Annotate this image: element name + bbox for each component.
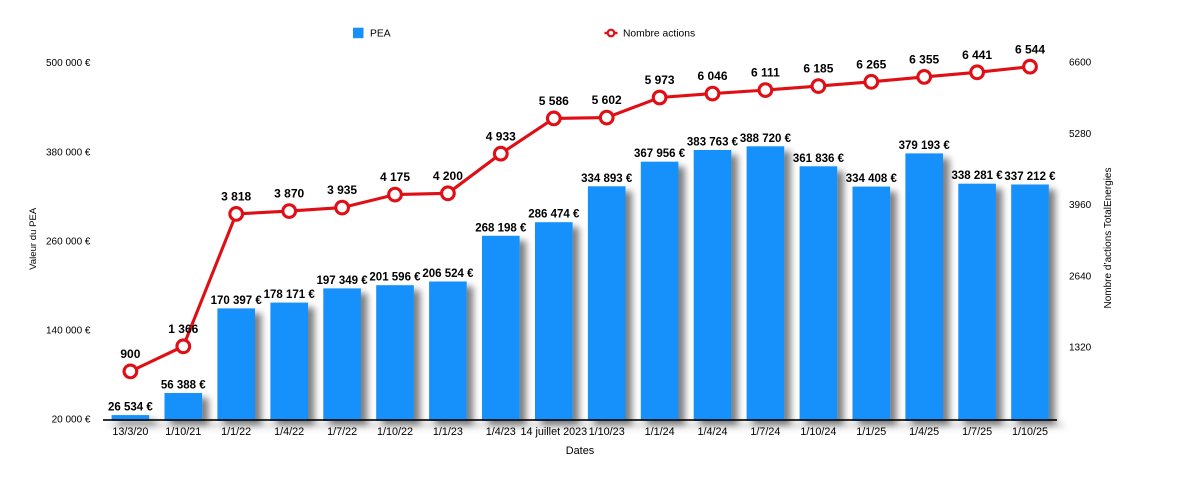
svg-text:1/7/24: 1/7/24 xyxy=(750,426,780,438)
svg-text:3 870: 3 870 xyxy=(274,187,304,201)
svg-text:3960: 3960 xyxy=(1069,200,1092,211)
svg-text:6 111: 6 111 xyxy=(751,66,780,80)
svg-text:337 212 €: 337 212 € xyxy=(1004,171,1056,183)
svg-text:206 524 €: 206 524 € xyxy=(422,268,474,280)
svg-text:1/7/25: 1/7/25 xyxy=(962,426,992,438)
svg-text:383 763 €: 383 763 € xyxy=(687,137,739,149)
svg-text:PEA: PEA xyxy=(370,29,391,40)
svg-text:178 171 €: 178 171 € xyxy=(264,289,316,301)
svg-text:1/10/25: 1/10/25 xyxy=(1012,426,1048,438)
svg-text:26 534 €: 26 534 € xyxy=(108,402,153,414)
svg-text:1320: 1320 xyxy=(1069,343,1092,354)
svg-text:334 893 €: 334 893 € xyxy=(581,173,633,185)
svg-text:500 000 €: 500 000 € xyxy=(46,58,91,69)
svg-text:268 198 €: 268 198 € xyxy=(475,222,527,234)
svg-text:6600: 6600 xyxy=(1069,58,1092,69)
svg-text:388 720 €: 388 720 € xyxy=(740,133,792,145)
svg-text:3 935: 3 935 xyxy=(327,183,357,197)
svg-text:1/1/25: 1/1/25 xyxy=(856,426,886,438)
svg-text:1/4/22: 1/4/22 xyxy=(274,426,304,438)
svg-text:5280: 5280 xyxy=(1069,129,1092,140)
svg-text:361 836 €: 361 836 € xyxy=(793,153,845,165)
svg-text:4 933: 4 933 xyxy=(486,129,516,143)
svg-text:170 397 €: 170 397 € xyxy=(211,295,263,307)
svg-text:1/10/22: 1/10/22 xyxy=(377,426,413,438)
svg-text:20 000 €: 20 000 € xyxy=(52,415,91,426)
svg-text:56 388 €: 56 388 € xyxy=(161,380,206,392)
svg-text:6 441: 6 441 xyxy=(962,48,992,62)
svg-text:1/4/23: 1/4/23 xyxy=(486,426,516,438)
svg-text:4 200: 4 200 xyxy=(433,169,463,183)
svg-text:6 355: 6 355 xyxy=(909,53,939,67)
svg-text:1 366: 1 366 xyxy=(168,322,198,336)
svg-text:6 265: 6 265 xyxy=(856,57,886,71)
svg-text:5 586: 5 586 xyxy=(539,94,569,108)
svg-text:Nombre actions: Nombre actions xyxy=(623,29,695,40)
svg-text:14 juillet 2023: 14 juillet 2023 xyxy=(520,426,587,438)
svg-text:201 596 €: 201 596 € xyxy=(369,272,421,284)
svg-text:Dates: Dates xyxy=(566,445,595,457)
svg-text:4 175: 4 175 xyxy=(380,170,410,184)
svg-text:2640: 2640 xyxy=(1069,272,1092,283)
svg-text:379 193 €: 379 193 € xyxy=(899,140,951,152)
svg-text:900: 900 xyxy=(120,347,140,361)
svg-text:260 000 €: 260 000 € xyxy=(46,236,91,247)
svg-text:6 046: 6 046 xyxy=(697,69,727,83)
svg-text:334 408 €: 334 408 € xyxy=(846,173,898,185)
svg-text:367 956 €: 367 956 € xyxy=(634,148,686,160)
svg-text:1/1/23: 1/1/23 xyxy=(433,426,463,438)
svg-text:1/4/24: 1/4/24 xyxy=(697,426,727,438)
svg-text:1/1/24: 1/1/24 xyxy=(645,426,675,438)
svg-text:5 973: 5 973 xyxy=(645,73,675,87)
svg-text:Valeur du PEA: Valeur du PEA xyxy=(28,207,39,270)
svg-text:197 349 €: 197 349 € xyxy=(317,275,369,287)
svg-text:Nombre d’actions TotalEnergies: Nombre d’actions TotalEnergies xyxy=(1103,167,1114,308)
svg-text:140 000 €: 140 000 € xyxy=(46,325,91,336)
svg-text:13/3/20: 13/3/20 xyxy=(112,426,148,438)
svg-text:1/4/25: 1/4/25 xyxy=(909,426,939,438)
svg-text:5 602: 5 602 xyxy=(592,93,622,107)
svg-text:1/10/24: 1/10/24 xyxy=(800,426,836,438)
svg-text:380 000 €: 380 000 € xyxy=(46,147,91,158)
svg-text:3 818: 3 818 xyxy=(221,190,251,204)
svg-text:1/10/21: 1/10/21 xyxy=(165,426,201,438)
svg-text:1/1/22: 1/1/22 xyxy=(221,426,251,438)
svg-text:6 185: 6 185 xyxy=(803,62,833,76)
svg-text:286 474 €: 286 474 € xyxy=(528,209,580,221)
svg-text:1/10/23: 1/10/23 xyxy=(589,426,625,438)
svg-text:1/7/22: 1/7/22 xyxy=(327,426,357,438)
svg-text:338 281 €: 338 281 € xyxy=(952,170,1004,182)
svg-text:6 544: 6 544 xyxy=(1015,42,1045,56)
